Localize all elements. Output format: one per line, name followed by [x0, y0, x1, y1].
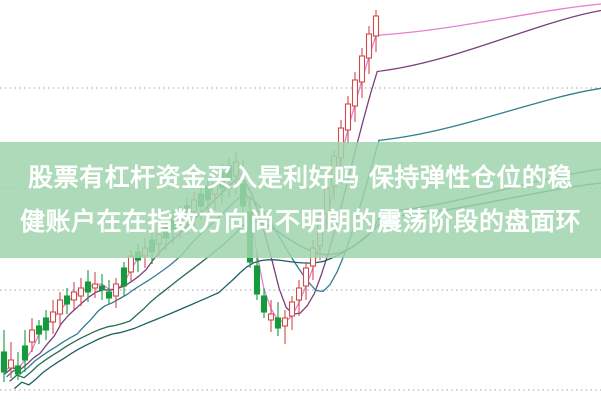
caption-overlay-band: 股票有杠杆资金买入是利好吗 保持弹性仓位的稳 健账户在在指数方向尚不明朗的震荡阶…: [0, 142, 601, 258]
caption-line-1: 股票有杠杆资金买入是利好吗 保持弹性仓位的稳: [28, 163, 573, 192]
caption-line-2: 健账户在在指数方向尚不明朗的震荡阶段的盘面环: [19, 207, 581, 236]
